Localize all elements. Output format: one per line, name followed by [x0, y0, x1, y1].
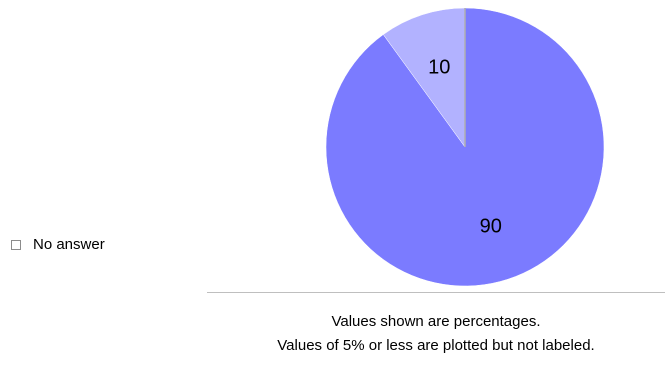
pie-slice-1: [382, 7, 466, 148]
footnote-percentages: Values shown are percentages.: [331, 313, 541, 330]
footnote-divider: [207, 292, 665, 293]
pie-label-1: 10: [428, 57, 450, 79]
footnote-small-values: Values of 5% or less are plotted but not…: [277, 337, 595, 354]
legend-label-no-answer: No answer: [33, 236, 105, 253]
legend-swatch-no-answer: [11, 239, 21, 250]
legend: No answer: [11, 236, 105, 253]
pie-label-0: 90: [480, 215, 502, 237]
